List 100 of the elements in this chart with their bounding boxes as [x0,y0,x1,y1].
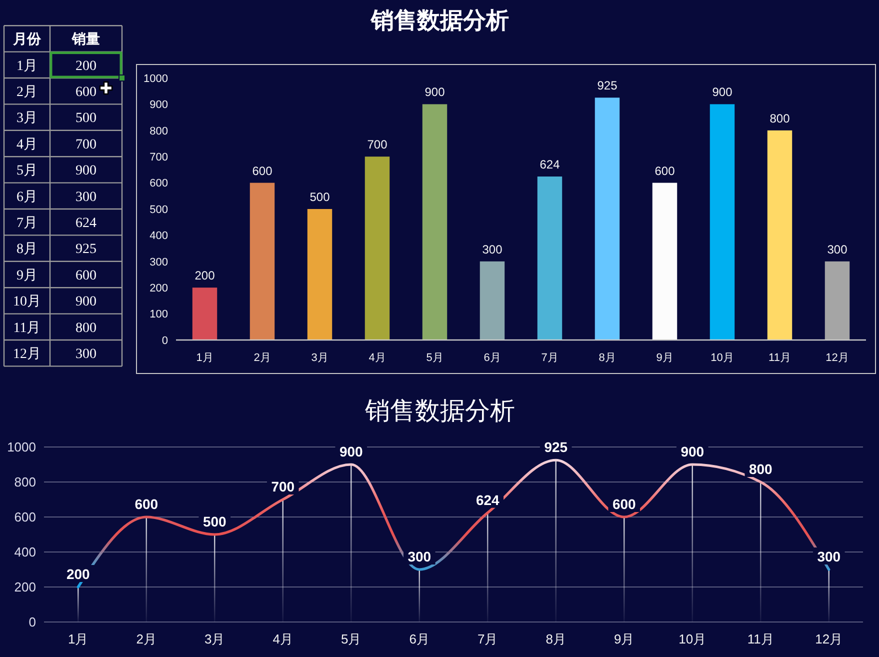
x-tick-label: 9月 [614,632,634,647]
data-label: 925 [76,242,96,258]
bar [767,130,792,340]
bar [422,104,448,340]
x-tick-label: 5月 [426,352,444,364]
bar [192,288,218,340]
x-tick-label: 销量 [71,30,100,47]
data-label: 700 [271,478,295,494]
y-tick-label: 9月 [16,268,38,284]
data-label: 500 [76,111,96,126]
x-tick-label: 10月 [710,352,734,364]
data-label: 624 [540,158,560,172]
data-label: 600 [76,85,96,100]
chart-title: 销售数据分析 [364,398,515,425]
x-tick-label: 8月 [598,352,616,364]
x-tick-label: 7月 [478,632,498,647]
x-tick-label: 4月 [368,352,386,364]
data-label: 700 [367,138,388,152]
data-label: 200 [66,566,90,582]
x-tick-label: 3月 [311,352,328,364]
data-label: 925 [544,439,568,456]
data-label: 624 [76,216,96,231]
data-label: 500 [310,190,330,204]
data-label: 300 [817,548,841,564]
bar [652,182,678,340]
y-tick-label: 0 [28,614,36,630]
data-label: 200 [194,268,216,283]
x-tick-label: 9月 [656,352,674,364]
bar [364,156,390,340]
data-label: 300 [482,242,503,256]
y-tick-label: 600 [14,510,36,525]
x-tick-label: 3月 [204,632,225,647]
y-tick-label: 800 [150,125,168,138]
y-tick-label: 1000 [7,440,36,455]
data-label: 600 [612,496,636,512]
x-tick-label: 1月 [196,352,214,364]
bar [594,98,620,340]
y-tick-label: 5月 [16,164,38,179]
y-tick-label: 1000 [144,72,168,85]
data-label: 900 [424,85,446,100]
x-tick-label: 5月 [341,632,362,647]
bar [710,104,735,340]
bar [480,261,505,340]
y-tick-label: 4月 [16,137,38,152]
bar [250,182,275,340]
data-label: 500 [202,514,227,530]
y-axis-title: 月份 [12,30,42,47]
y-tick-label: 400 [150,230,168,242]
x-tick-label: 12月 [826,352,849,364]
x-tick-label: 6月 [484,352,501,364]
x-tick-label: 11月 [747,632,774,647]
data-label: 624 [476,492,500,508]
y-tick-label: 500 [150,204,168,216]
x-tick-label: 6月 [409,632,430,647]
data-label: 200 [76,58,96,74]
x-tick-label: 2月 [136,632,156,647]
x-tick-label: 11月 [768,352,791,364]
data-label: 300 [827,242,848,256]
y-tick-label: 600 [150,178,168,190]
x-tick-label: 12月 [815,632,843,647]
y-tick-label: 100 [150,308,168,321]
y-tick-label: 400 [14,544,36,560]
data-label: 600 [76,268,96,284]
bar [824,261,850,340]
y-tick-label: 1月 [16,58,38,74]
data-label: 900 [76,294,96,310]
data-label: 900 [339,444,364,460]
y-tick-label: 3月 [16,111,38,126]
y-tick-label: 200 [14,580,36,595]
y-tick-label: 700 [150,151,168,164]
chart-title: 销售数据分析 [370,7,509,33]
y-tick-label: 6月 [16,190,38,205]
x-tick-label: 4月 [272,632,293,647]
y-tick-label: 300 [150,256,168,268]
x-tick-label: 2月 [254,352,271,364]
y-tick-label: 10月 [13,294,41,310]
y-tick-label: 8月 [16,242,38,258]
data-label: 600 [654,164,676,178]
data-label: 900 [712,85,733,100]
x-tick-label: 10月 [678,632,706,647]
data-label: 700 [76,137,96,152]
y-tick-label: 0 [162,334,168,347]
x-tick-label: 8月 [546,632,566,647]
bar [537,176,562,340]
y-tick-label: 800 [14,474,36,490]
data-label: 300 [76,347,96,362]
bar [307,209,332,340]
y-tick-label: 7月 [16,216,38,231]
data-label: 800 [76,320,96,336]
data-label: 600 [252,164,273,178]
x-tick-label: 1月 [68,632,88,647]
y-tick-label: 900 [150,99,168,112]
data-label: 925 [597,78,618,93]
y-tick-label: 200 [150,282,168,294]
data-label: 800 [770,111,790,126]
data-label: 300 [408,548,432,564]
y-tick-label: 11月 [13,320,41,336]
data-label: 800 [748,461,773,477]
y-tick-label: 2月 [16,85,38,100]
data-label: 900 [76,164,96,179]
